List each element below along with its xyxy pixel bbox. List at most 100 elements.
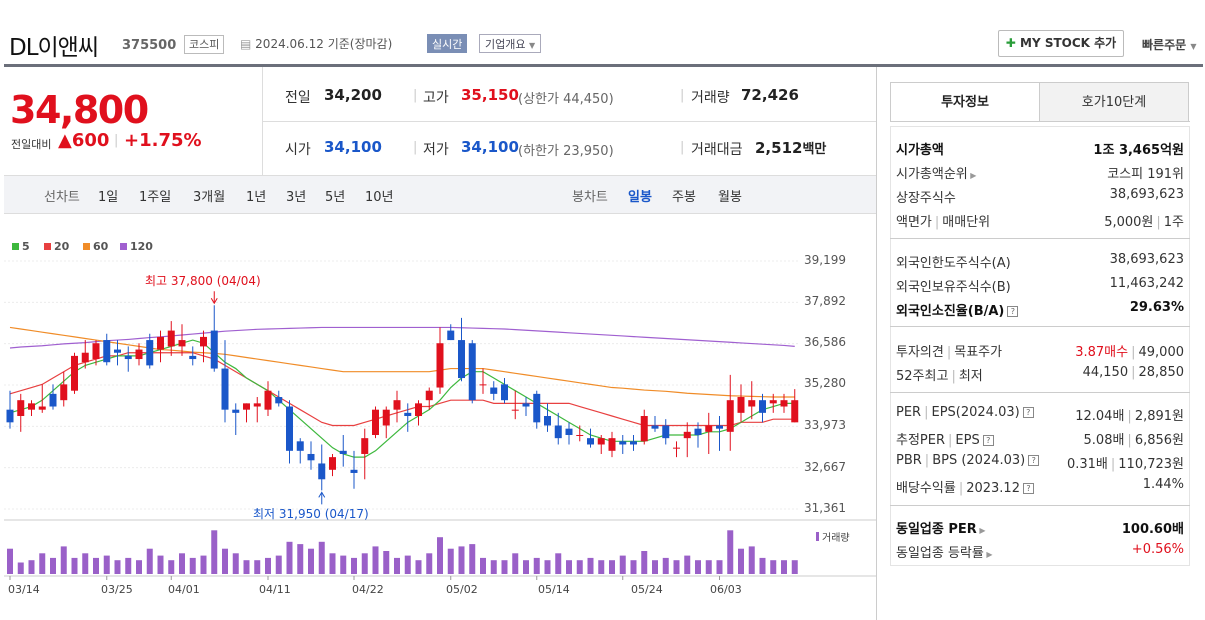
info-value-text: 0.31배 [1066,457,1108,472]
candle-body [264,390,272,410]
candle-body [415,403,422,417]
candle-body [630,441,637,445]
info-value: 38,693,623 [1109,252,1184,267]
info-label: 외국인소진율(B/A) [896,304,1005,319]
candle-body [759,400,766,413]
period-bar [4,175,876,214]
separator: | [934,215,940,230]
volume-bar [447,548,454,574]
info-row[interactable]: 동일업종 PER ▶ 100.60배 [896,518,1184,538]
volume-bar [437,537,443,574]
separator: | [114,133,119,148]
legend-label: 120 [130,240,153,253]
info-label2: 매매단위 [942,215,991,230]
info-label: 투자의견 [896,345,944,360]
info-value: 11,463,242 [1109,276,1184,291]
summary-dropdown[interactable]: 기업개요 ▼ [479,34,542,53]
candle-body [425,390,433,401]
help-icon[interactable]: ? [1022,407,1034,418]
low-value: 34,100 [461,138,519,156]
period-10y[interactable]: 10년 [365,190,394,205]
info-panel [890,126,1190,566]
help-icon[interactable]: ? [982,435,994,446]
period-3y[interactable]: 3년 [286,190,307,205]
quick-order-dropdown[interactable]: 빠른주문 ▼ [1142,36,1197,53]
info-label: 동일업종 PER [896,522,977,537]
volume-bar [254,560,261,574]
candle-body [393,400,401,410]
volume-bar [50,557,56,574]
candle-body [544,416,551,426]
tab-investment-info[interactable]: 투자정보 [890,82,1040,122]
candle-body [221,368,229,410]
info-label: 52주최고 [896,369,949,384]
info-row[interactable]: 동일업종 등락률 ▶ +0.56% [896,542,1184,562]
divider [890,326,1190,327]
info-row: 배당수익률 | 2023.12? 1.44% [896,477,1184,497]
help-icon[interactable]: ? [1028,455,1040,466]
separator: | [924,453,930,468]
info-label: 외국인한도주식수(A) [896,256,1011,271]
summary-label: 기업개요 [485,38,526,51]
add-mystock-button[interactable]: ✚ MY STOCK 추가 [998,30,1124,57]
candle-body [307,453,315,461]
price-chart[interactable] [0,250,876,620]
volume-bar [146,548,153,574]
separator: | [680,140,685,155]
volume-bar [566,560,572,574]
x-tick: 05/02 [446,583,478,596]
candle-body [726,400,734,432]
candle-body [619,441,627,445]
candle-body [683,431,691,439]
amount-unit: 백만 [802,142,827,157]
volume-bar [684,555,691,574]
legend-label: 5 [22,240,30,253]
info-label2: 최저 [958,369,983,384]
legend-ma20: 20 [44,240,69,253]
volume-legend-label: 거래량 [822,533,850,544]
separator: | [946,345,952,360]
volume-bar [791,560,798,574]
volume-bar [286,541,293,574]
help-icon[interactable]: ? [1007,306,1019,317]
separator: | [413,88,418,103]
period-3m[interactable]: 3개월 [193,190,226,205]
candle-weekly[interactable]: 주봉 [672,190,696,205]
volume-bar [544,560,551,574]
low-arrow-head [318,491,326,498]
stock-name: DL이앤씨 [9,35,99,61]
volume-bar [28,560,35,574]
candle-daily[interactable]: 일봉 [628,190,652,205]
info-row: 추정PER | EPS? 5.08배 | 6,856원 [896,429,1184,449]
y-tick: 33,973 [804,418,846,432]
legend-swatch [83,243,90,250]
volume-bar [189,557,196,574]
candle-monthly[interactable]: 월봉 [718,190,742,205]
info-row[interactable]: 시가총액순위 ▶ 코스피 191위 [896,163,1184,183]
chevron-down-icon: ▼ [528,41,536,50]
info-value: 코스피 191위 [1107,167,1184,182]
period-1w[interactable]: 1주일 [139,190,172,205]
help-icon[interactable]: ? [1022,483,1034,494]
period-5y[interactable]: 5년 [325,190,346,205]
info-label: 상장주식수 [896,191,956,206]
line-chart-label: 선차트 [44,190,80,205]
volume-bar [738,548,744,574]
x-tick: 03/25 [101,583,133,596]
volume-bar [716,560,723,574]
candle-body [791,400,799,423]
period-1y[interactable]: 1년 [246,190,267,205]
tab-orderbook[interactable]: 호가10단계 [1039,82,1189,122]
legend-ma120: 120 [120,240,153,253]
candle-body [490,387,498,394]
ma120-line [9,326,795,349]
period-1d[interactable]: 1일 [98,190,119,205]
volume-bar [318,541,325,574]
volume-bar [136,560,142,574]
calendar-icon: ▤ [240,37,252,51]
volume-bar [168,560,175,574]
candle-body [253,403,261,407]
realtime-button[interactable]: 실시간 [427,34,468,53]
candle-body [372,409,379,435]
volume-bar [480,557,486,574]
